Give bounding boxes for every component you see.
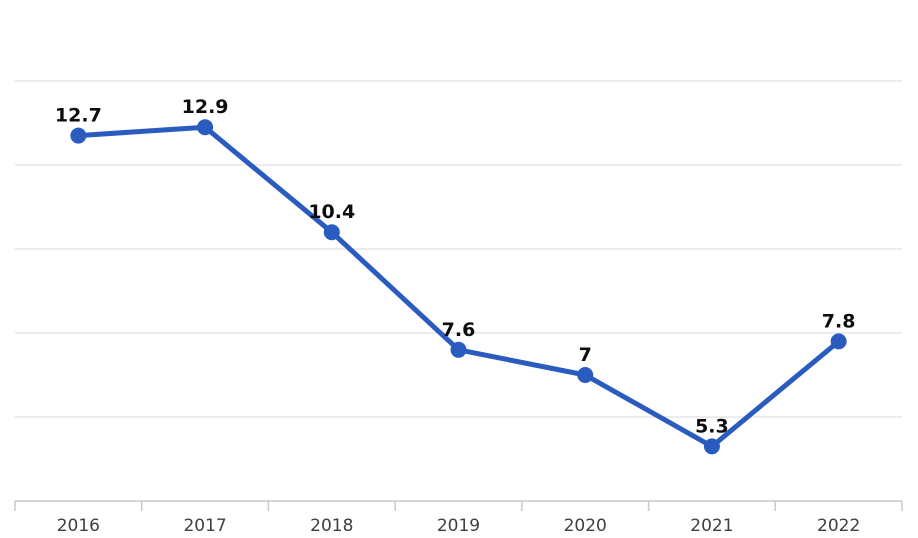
- x-axis-label: 2020: [564, 516, 607, 536]
- x-axis-label: 2018: [310, 516, 353, 536]
- data-point-label: 5.3: [695, 415, 729, 437]
- data-point-marker[interactable]: [703, 438, 720, 455]
- data-point-label: 10.4: [308, 201, 355, 223]
- data-point-marker[interactable]: [450, 341, 467, 358]
- data-point-marker[interactable]: [830, 333, 847, 350]
- x-axis-label: 2021: [690, 516, 733, 536]
- x-axis-label: 2022: [817, 516, 860, 536]
- x-axis-label: 2017: [183, 516, 226, 536]
- data-point-marker[interactable]: [197, 119, 214, 136]
- data-point-label: 7: [579, 344, 592, 366]
- data-point-label: 12.9: [182, 96, 229, 118]
- data-point-label: 12.7: [55, 105, 102, 127]
- x-axis-label: 2016: [57, 516, 100, 536]
- x-axis-label: 2019: [437, 516, 480, 536]
- data-point-label: 7.8: [822, 310, 856, 332]
- data-point-label: 7.6: [442, 319, 476, 341]
- data-point-marker[interactable]: [577, 367, 594, 383]
- data-point-marker[interactable]: [323, 224, 340, 241]
- series-line: [75, 124, 842, 449]
- data-point-marker[interactable]: [70, 127, 87, 144]
